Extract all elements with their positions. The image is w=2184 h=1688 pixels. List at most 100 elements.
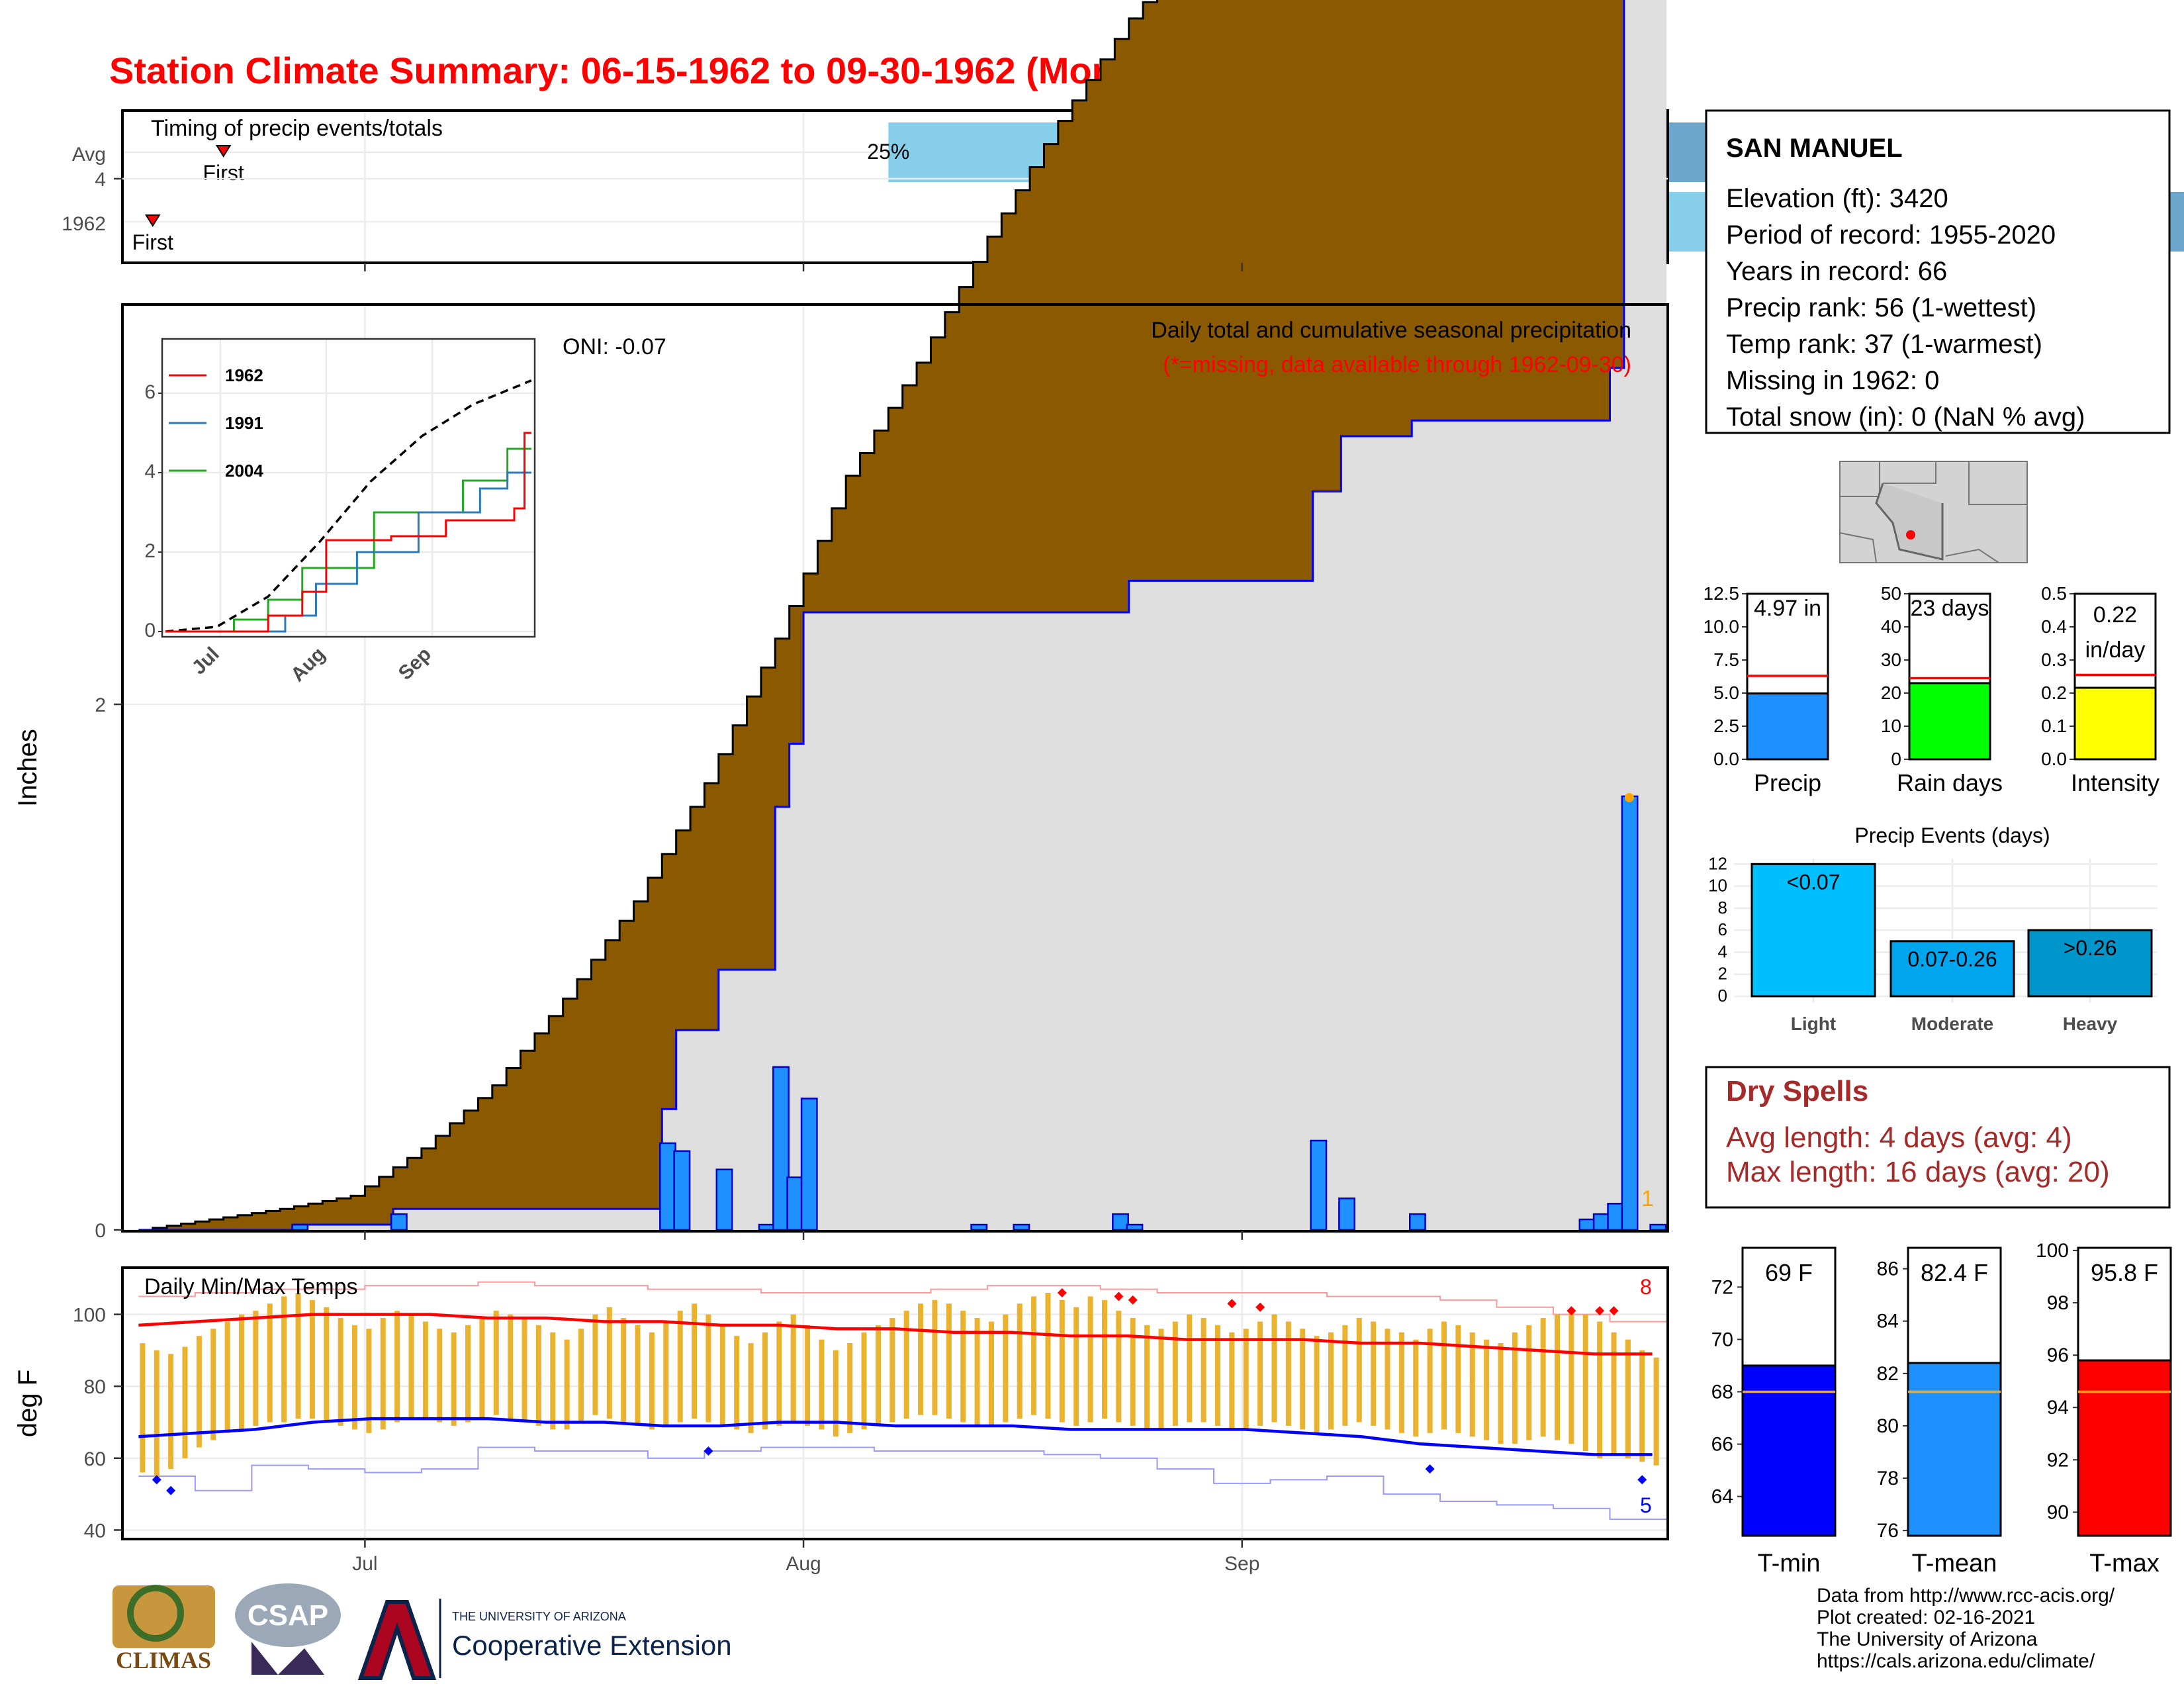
summary-tick-label: 50 [1881, 583, 1901, 604]
summary-tick-label: 10.0 [1704, 616, 1740, 637]
summary-label: Intensity [2071, 769, 2160, 796]
timing-row-label-avg: Avg [72, 144, 106, 165]
summary-label: Precip [1754, 769, 1821, 796]
daily-temp-bar [394, 1311, 400, 1423]
daily-temp-bar [988, 1321, 994, 1426]
daily-temp-bar [422, 1321, 428, 1419]
daily-temp-bar [1512, 1332, 1518, 1444]
record-max-marker [1227, 1299, 1237, 1309]
svg-text:THE UNIVERSITY OF ARIZONA: THE UNIVERSITY OF ARIZONA [452, 1610, 626, 1623]
inset-legend-label: 1962 [225, 365, 263, 385]
daily-temp-bar [1031, 1296, 1037, 1415]
daily-temp-bar [960, 1311, 966, 1423]
daily-precip-bar [659, 1142, 676, 1231]
temp-tick-label: 40 [84, 1520, 106, 1542]
summary-bar [1908, 682, 1991, 761]
daily-temp-bar [1328, 1332, 1334, 1430]
daily-temp-bar [1441, 1321, 1447, 1430]
daily-temp-bar [635, 1325, 641, 1426]
daily-precip-bar [1649, 1223, 1667, 1231]
timing-row-label-year: 1962 [62, 213, 106, 235]
daily-temp-bar [1427, 1329, 1433, 1433]
summary-tick-label: 5.0 [1713, 682, 1739, 703]
events-title: Precip Events (days) [1854, 823, 2050, 847]
precip-y-axis-label: Inches [13, 729, 42, 807]
daily-temp-bar [210, 1329, 216, 1440]
events-tick-label: 4 [1718, 941, 1727, 961]
timing-label-25: 25% [867, 140, 909, 164]
daily-temp-bar [508, 1314, 514, 1419]
daily-temp-bar [408, 1314, 414, 1419]
temp-summary-label: T-mean [1912, 1550, 1997, 1577]
avg-cumulative-line [138, 0, 1158, 1231]
daily-temp-bar [861, 1332, 867, 1430]
events-bar-text: 0.07-0.26 [1907, 947, 1997, 971]
year-cumulative-line [138, 0, 1625, 1231]
temp-summary-tick-label: 96 [2047, 1344, 2069, 1366]
daily-precip-bar [1621, 795, 1639, 1231]
x-tick-label: Jul [352, 1553, 377, 1575]
temp-y-axis-label: deg F [13, 1370, 42, 1437]
temp-summary-bar [2077, 1359, 2172, 1537]
temp-frame [121, 1266, 1669, 1540]
daily-temp-bar [1371, 1321, 1377, 1426]
events-bar-text: >0.26 [2064, 936, 2117, 960]
daily-precip-bar [758, 1223, 776, 1231]
record-max-marker [1057, 1288, 1067, 1298]
daily-temp-bar [295, 1293, 301, 1419]
avg-max-line [138, 1313, 1653, 1356]
record-max-line [138, 1281, 1666, 1323]
station-info-line: Total snow (in): 0 (NaN % avg) [1726, 402, 2085, 432]
station-info-line: Years in record: 66 [1726, 257, 1947, 286]
temp-summary-value: 95.8 F [2091, 1259, 2158, 1286]
daily-precip-bar [291, 1223, 309, 1231]
events-bar [2027, 929, 2153, 998]
daily-temp-bar [1045, 1293, 1051, 1419]
summary-value: 23 days [1910, 596, 1989, 621]
daily-temp-bar [1498, 1343, 1504, 1444]
state-map [1839, 461, 2028, 563]
svg-text:CLIMAS: CLIMAS [116, 1647, 211, 1673]
summary-bars: 0.0 2.5 5.0 7.5 10.0 12.5 4.97 in Precip 0 10 20 30… [1704, 583, 2160, 796]
precip-events-chart: Precip Events (days) 02 46 8 10 12 <0.07 Light… [1708, 823, 2158, 1034]
station-info-line: Missing in 1962: 0 [1726, 366, 1939, 395]
record-min-line [138, 1446, 1666, 1521]
daily-precip-bar [1013, 1223, 1030, 1231]
daily-temp-bar [479, 1318, 485, 1419]
station-info-line: Temp rank: 37 (1-warmest) [1726, 330, 2042, 359]
station-info-line: Period of record: 1955-2020 [1726, 220, 2056, 250]
daily-temp-bar [819, 1339, 825, 1430]
daily-precip-bar [1126, 1223, 1144, 1231]
daily-temp-bar [324, 1307, 330, 1423]
daily-temp-bar [1569, 1311, 1574, 1444]
daily-precip-bar [1592, 1213, 1610, 1231]
daily-temp-bar [281, 1296, 287, 1423]
daily-temp-bar [847, 1343, 853, 1433]
daily-temp-bar [1484, 1339, 1490, 1440]
events-x-label: Light [1791, 1013, 1836, 1034]
daily-temp-bar [1639, 1350, 1645, 1462]
temp-title: Daily Min/Max Temps [144, 1274, 357, 1299]
daily-temp-bar [705, 1314, 711, 1423]
precip-tick-label: 2 [95, 694, 106, 716]
daily-temp-bar [1059, 1299, 1065, 1423]
daily-temp-bar [239, 1314, 245, 1430]
record-max-marker [1255, 1302, 1265, 1312]
daily-temp-bar [154, 1350, 159, 1480]
avg-min-line [138, 1417, 1653, 1456]
dry-spells-box: Dry Spells Avg length: 4 days (avg: 4) M… [1705, 1066, 2171, 1209]
daily-temp-bar [196, 1336, 202, 1448]
daily-temp-bar [918, 1303, 924, 1415]
summary-tick-label: 10 [1881, 716, 1901, 736]
daily-temp-bar [309, 1299, 315, 1419]
footer-line: Data from http://www.rcc-acis.org/ [1817, 1585, 2115, 1607]
oni-value: ONI: -0.07 [563, 334, 666, 359]
daily-temp-bar [1158, 1329, 1164, 1430]
temp-summary-tick-label: 92 [2047, 1449, 2069, 1471]
logos: CLIMAS CSAP THE UNIVERSITY OF ARIZONA Co… [113, 1583, 732, 1680]
daily-precip-bar [390, 1213, 408, 1231]
extreme-precip-marker [1624, 792, 1634, 802]
station-info-line: Elevation (ft): 3420 [1726, 184, 1948, 213]
summary-tick-label: 12.5 [1704, 583, 1740, 604]
